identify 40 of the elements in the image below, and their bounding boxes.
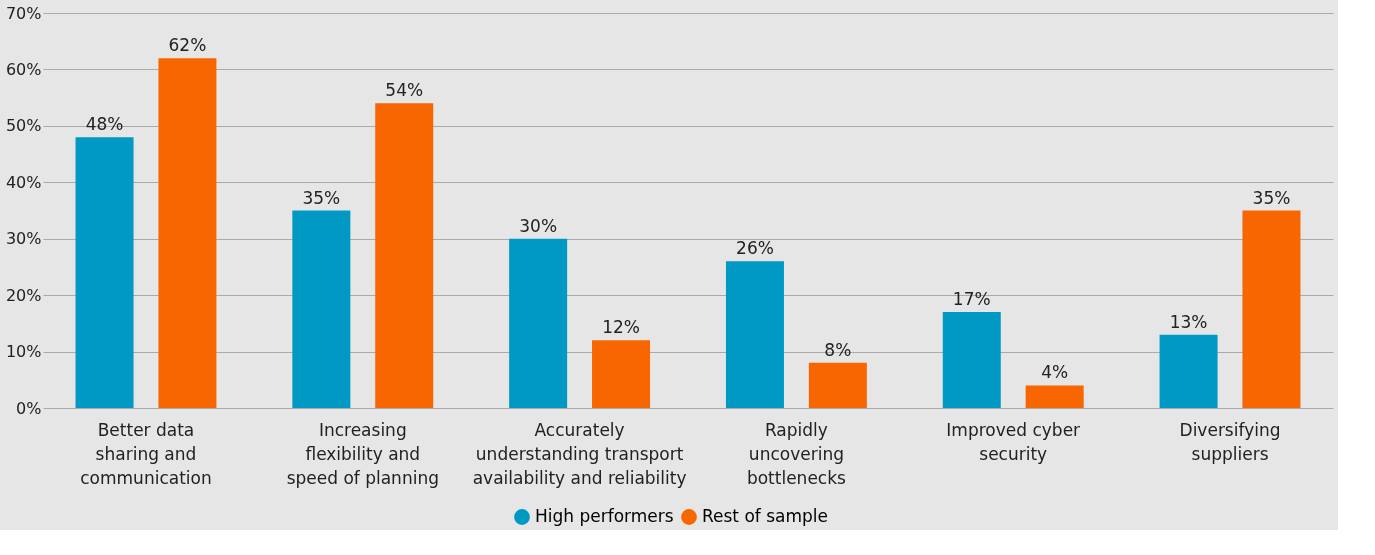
data-label: 4%: [1041, 362, 1069, 383]
y-tick-label: 50%: [5, 116, 42, 136]
bar: [592, 340, 651, 408]
x-tick-label: Diversifying suppliers: [1179, 419, 1281, 464]
bar: [375, 103, 434, 408]
data-label: 54%: [385, 80, 424, 101]
data-label: 62%: [168, 35, 207, 56]
x-tick-label: Improved cyber security: [946, 419, 1081, 464]
data-label: 26%: [736, 238, 774, 259]
legend-label: Rest of sample: [702, 506, 829, 526]
bar: [509, 238, 568, 408]
y-tick-label: 0%: [16, 398, 42, 418]
y-tick-label: 70%: [5, 3, 42, 23]
bar: [808, 362, 867, 408]
y-tick-label: 40%: [5, 172, 42, 192]
x-tick-label: Accurately understanding transport availability and reliability: [472, 419, 687, 488]
data-label: 48%: [85, 114, 124, 135]
bar: [942, 312, 1001, 408]
data-label: 30%: [519, 215, 558, 236]
bar: [292, 210, 351, 408]
bar: [1159, 334, 1218, 408]
bar: [158, 58, 217, 408]
data-label: 35%: [1252, 187, 1291, 208]
x-tick-label: Rapidly uncovering bottlenecks: [746, 419, 847, 488]
bar: [725, 261, 784, 408]
data-label: 13%: [1169, 311, 1208, 332]
x-tick-label: Better data sharing and communication: [80, 419, 212, 488]
data-label: 8%: [824, 339, 852, 360]
y-tick-label: 20%: [5, 285, 42, 305]
data-label: 35%: [302, 187, 341, 208]
data-label: 17%: [952, 289, 991, 310]
legend-label: High performers: [535, 506, 674, 526]
y-tick-label: 30%: [5, 229, 42, 249]
y-tick-label: 10%: [5, 342, 42, 362]
bar: [1242, 210, 1301, 408]
bar: [1025, 385, 1084, 408]
bar: [75, 137, 134, 408]
y-tick-label: 60%: [5, 59, 42, 79]
x-tick-label: Increasing flexibility and speed of planning: [286, 419, 439, 488]
data-label: 12%: [602, 317, 640, 338]
